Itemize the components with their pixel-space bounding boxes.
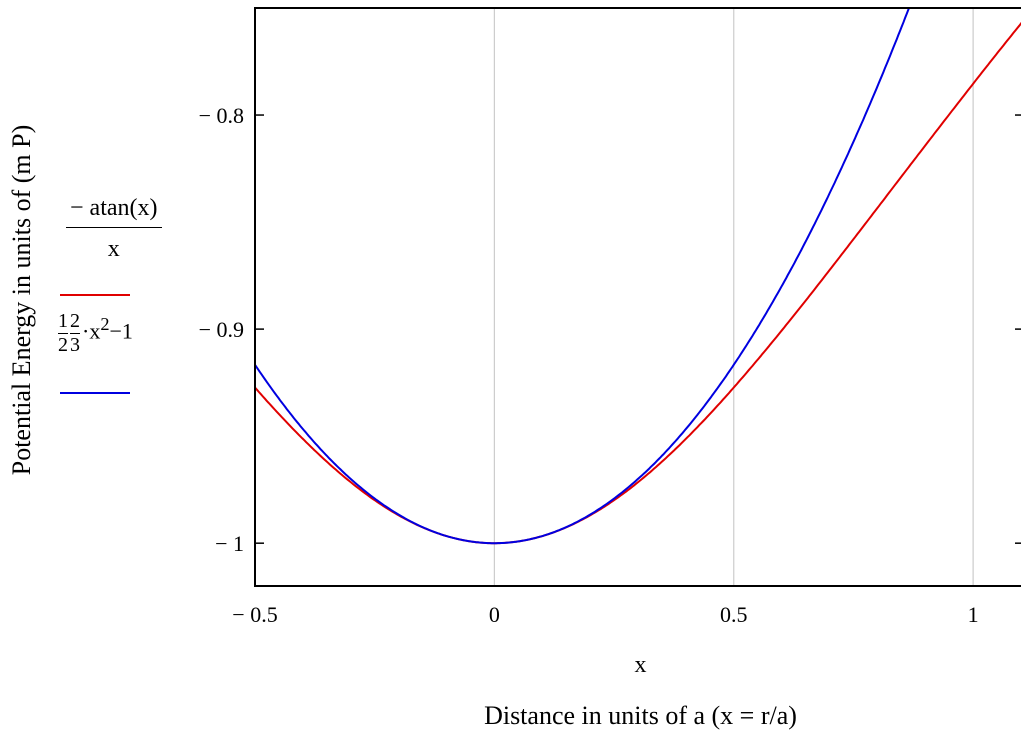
y-axis-label-container: Potential Energy in units of (m P) [2, 0, 42, 733]
x-axis-variable-label: x [0, 652, 1021, 679]
x-axis-variable-text: x [634, 652, 647, 678]
legend-atan-denominator: x [107, 235, 120, 262]
series-quadratic-line [255, 8, 911, 545]
y-tick-label: − 0.9 [199, 317, 244, 342]
legend-fraction-half: 1 2 [58, 310, 68, 357]
x-tick-label: 1 [968, 602, 979, 627]
tick-marks [255, 114, 1021, 544]
x-tick-label: − 0.5 [232, 602, 277, 627]
fraction-numerator: 1 [58, 310, 68, 332]
tick-labels: − 0.5 0 0.5 1 − 0.8 − 0.9 − 1 [199, 103, 979, 627]
legend-atan-fraction: − atan(x) x [66, 195, 162, 263]
y-tick-label: − 1 [215, 531, 244, 556]
fraction-bar [66, 226, 162, 228]
x-tick-label: 0.5 [720, 602, 748, 627]
fraction-denominator: 3 [70, 334, 80, 356]
grid-lines [493, 8, 974, 586]
legend-term-minus-one: −1 [109, 318, 133, 344]
legend-entry-atan: − atan(x) x [66, 195, 162, 263]
fraction-numerator: 2 [70, 310, 80, 332]
legend-entry-quadratic: 1 2 2 3 ·x2−1 [58, 310, 133, 357]
y-axis-label: Potential Energy in units of (m P) [7, 124, 36, 476]
fraction-denominator: 2 [58, 334, 68, 356]
legend-swatch-blue [60, 392, 130, 394]
legend-exponent: 2 [100, 314, 110, 335]
plot-frame [254, 7, 1021, 587]
legend-fraction-two-thirds: 2 3 [70, 310, 80, 357]
x-axis-description-text: Distance in units of a (x = r/a) [484, 701, 797, 730]
legend-term-x: ·x [82, 318, 101, 344]
legend-atan-numerator: − atan(x) [70, 195, 158, 221]
series-layer [255, 8, 1021, 545]
legend-swatch-red [60, 294, 130, 296]
fraction-bar [58, 333, 68, 334]
x-axis-description-label: Distance in units of a (x = r/a) [0, 701, 1021, 731]
fraction-bar [70, 333, 80, 334]
x-tick-label: 0 [489, 602, 500, 627]
y-tick-label: − 0.8 [199, 103, 244, 128]
series-atan-line [255, 21, 1021, 545]
